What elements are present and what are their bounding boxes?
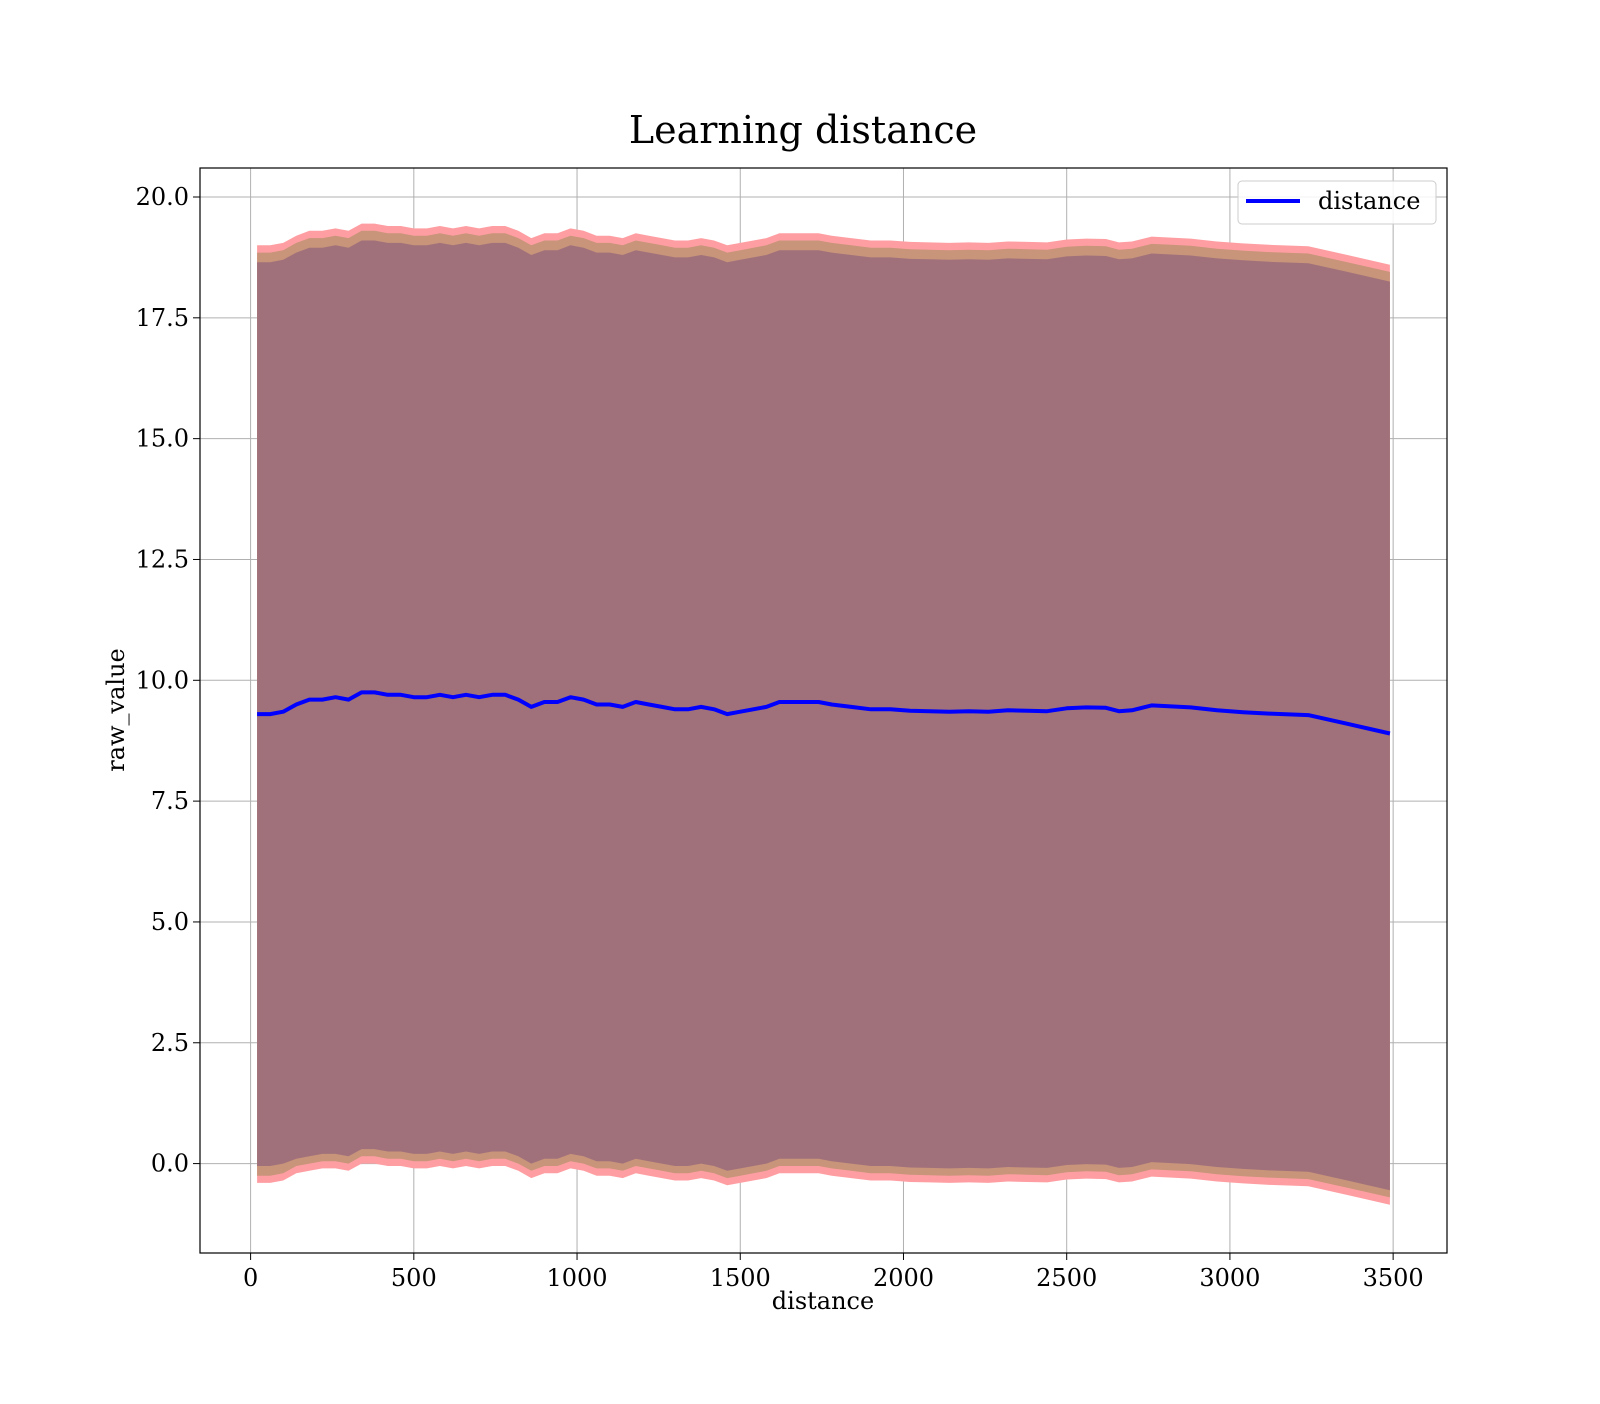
- y-tick-label: 7.5: [151, 787, 189, 815]
- x-tick-label: 1500: [710, 1264, 771, 1292]
- confidence-bands: [257, 223, 1390, 1205]
- y-tick-label: 0.0: [151, 1150, 189, 1178]
- x-tick-label: 500: [391, 1264, 437, 1292]
- inner-confidence-band: [257, 240, 1390, 1191]
- plot-area-frame: [199, 167, 1448, 1254]
- y-axis-label: raw_value: [102, 648, 130, 772]
- chart-title: Learning distance: [629, 108, 977, 152]
- x-tick-label: 1000: [546, 1264, 607, 1292]
- series-lines: [257, 690, 1391, 736]
- legend: distance: [1237, 180, 1437, 225]
- x-tick-label: 0: [243, 1264, 258, 1292]
- y-tick-label: 2.5: [151, 1029, 189, 1057]
- series-line-distance: [257, 690, 1391, 736]
- x-axis-label: distance: [772, 1287, 874, 1315]
- x-tick-label: 3000: [1199, 1264, 1260, 1292]
- y-tick-label: 10.0: [136, 666, 189, 694]
- y-tick-label: 12.5: [136, 545, 189, 573]
- y-tick-label: 15.0: [136, 425, 189, 453]
- legend-box: [1237, 180, 1437, 225]
- x-tick-label: 2000: [873, 1264, 934, 1292]
- x-tick-label: 3500: [1363, 1264, 1424, 1292]
- y-tick-label: 5.0: [151, 908, 189, 936]
- x-axis-ticks: 0 500 1000 1500 2000 2500 3000 3500: [243, 1253, 1424, 1292]
- y-tick-label: 17.5: [136, 304, 189, 332]
- legend-label-distance: distance: [1318, 187, 1420, 215]
- x-tick-label: 2500: [1036, 1264, 1097, 1292]
- y-tick-label: 20.0: [136, 183, 189, 211]
- y-axis-ticks: 0.0 2.5 5.0 7.5 10.0 12.5 15.0 17.5 20.0: [136, 183, 200, 1178]
